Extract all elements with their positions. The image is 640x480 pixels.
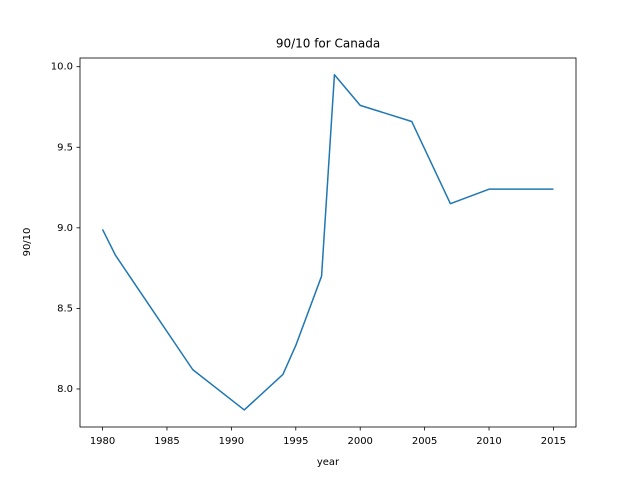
x-tick-label: 1980 <box>90 436 115 447</box>
chart-title: 90/10 for Canada <box>276 37 380 51</box>
x-tick-label: 2010 <box>476 436 501 447</box>
x-tick-label: 2015 <box>541 436 566 447</box>
plot-frame <box>79 57 577 428</box>
x-tick-label: 1985 <box>154 436 179 447</box>
x-tick-label: 2000 <box>347 436 372 447</box>
y-tick-label: 9.5 <box>57 142 73 153</box>
y-tick-label: 8.0 <box>57 384 73 395</box>
y-tick-label: 8.5 <box>57 303 73 314</box>
y-tick-label: 10.0 <box>51 62 73 73</box>
x-axis-label: year <box>317 457 340 468</box>
line <box>101 74 554 411</box>
y-axis-label: 90/10 <box>22 228 33 257</box>
x-tick-label: 1990 <box>219 436 244 447</box>
y-tick-label: 9.0 <box>57 223 73 234</box>
x-tick-label: 2005 <box>412 436 437 447</box>
x-tick-label: 1995 <box>283 436 308 447</box>
